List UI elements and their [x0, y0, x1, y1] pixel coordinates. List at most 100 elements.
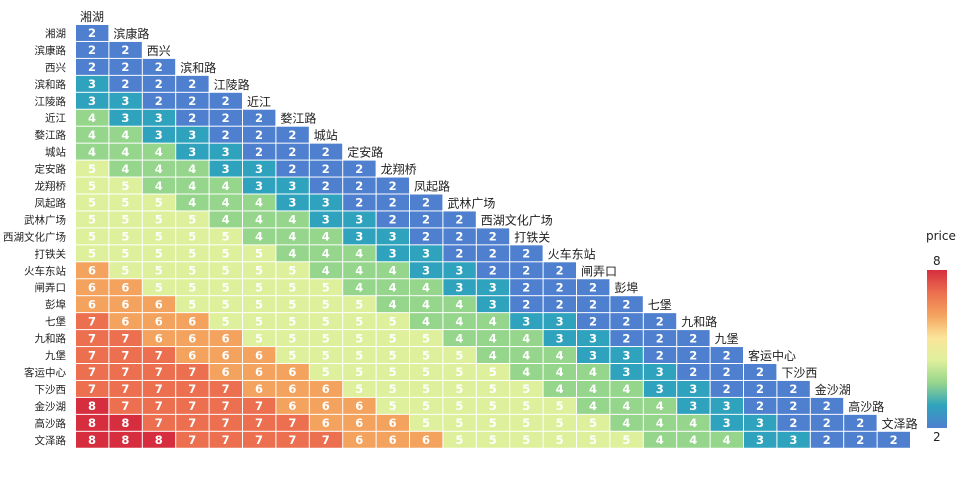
heatmap-cell [243, 109, 276, 126]
heatmap-cell [142, 126, 176, 143]
heatmap-cell [309, 414, 343, 431]
diagonal-label: 九和路 [681, 314, 717, 329]
cell-value: 5 [422, 416, 430, 430]
cell-value: 3 [155, 128, 163, 142]
cell-value: 4 [455, 314, 463, 328]
heatmap-cell [176, 211, 209, 228]
cell-value: 6 [88, 264, 96, 278]
cell-value: 5 [288, 280, 296, 294]
diagonal-label: 近江 [247, 95, 271, 109]
heatmap-cell [610, 313, 643, 330]
cell-value: 4 [522, 331, 530, 345]
cell-value: 5 [455, 365, 463, 379]
cell-value: 7 [155, 348, 163, 362]
cell-value: 7 [155, 416, 163, 430]
cell-value: 2 [389, 213, 397, 227]
cell-value: 2 [121, 77, 129, 91]
heatmap-cell [543, 364, 576, 380]
cell-value: 7 [121, 365, 129, 379]
heatmap-cell [610, 380, 643, 397]
diagonal-label: 闸弄口 [581, 264, 617, 278]
heatmap-cell [76, 126, 109, 143]
cell-value: 4 [422, 280, 430, 294]
cell-value: 5 [88, 196, 96, 210]
heatmap-cell [543, 347, 576, 363]
heatmap-cell [109, 279, 142, 296]
cell-value: 4 [355, 280, 363, 294]
heatmap-cell [309, 262, 343, 279]
heatmap-cell [476, 364, 510, 380]
heatmap-cell [510, 414, 543, 431]
cell-value: 5 [355, 365, 363, 379]
cell-value: 4 [121, 162, 129, 176]
heatmap-cell [510, 380, 543, 397]
heatmap-cell [243, 397, 276, 414]
cell-value: 2 [355, 196, 363, 210]
heatmap-cell [343, 364, 376, 380]
cell-value: 5 [389, 365, 397, 379]
heatmap-cell [176, 313, 209, 330]
heatmap-cell [276, 177, 309, 194]
heatmap-cell [109, 364, 142, 380]
row-label: 九堡 [45, 349, 66, 362]
cell-value: 5 [121, 213, 129, 227]
heatmap-cell [276, 347, 309, 363]
heatmap-cell [76, 431, 109, 448]
cell-value: 5 [255, 280, 263, 294]
heatmap-cell [276, 228, 309, 245]
heatmap-cell [577, 279, 610, 296]
cell-value: 6 [121, 297, 129, 311]
cell-value: 3 [556, 331, 564, 345]
heatmap-cell [109, 211, 142, 228]
heatmap-cell [209, 194, 242, 211]
cell-value: 5 [556, 416, 564, 430]
cell-value: 5 [155, 230, 163, 244]
cell-value: 3 [789, 433, 797, 447]
heatmap-cell [109, 41, 142, 58]
cell-value: 3 [88, 94, 96, 108]
heatmap-cell [76, 58, 109, 75]
cell-value: 4 [689, 416, 697, 430]
heatmap-cell [410, 228, 443, 245]
cell-value: 4 [188, 179, 196, 193]
legend-title: price [926, 229, 956, 243]
heatmap-cell [410, 397, 443, 414]
cell-value: 5 [188, 297, 196, 311]
heatmap-cell [142, 330, 176, 347]
cell-value: 4 [355, 264, 363, 278]
heatmap-cell [610, 431, 643, 448]
heatmap-cell [443, 397, 476, 414]
cell-value: 4 [288, 247, 296, 261]
cell-value: 5 [255, 331, 263, 345]
cell-value: 5 [355, 331, 363, 345]
heatmap-cell [176, 414, 209, 431]
row-label: 打铁关 [35, 247, 67, 260]
cell-value: 4 [622, 382, 630, 396]
heatmap-cell [476, 279, 510, 296]
cell-value: 4 [389, 280, 397, 294]
heatmap-cell [476, 380, 510, 397]
heatmap-cell [109, 330, 142, 347]
cell-value: 7 [121, 348, 129, 362]
cell-value: 5 [322, 297, 330, 311]
cell-value: 5 [622, 433, 630, 447]
heatmap-cell [443, 296, 476, 313]
heatmap-cell [376, 431, 409, 448]
heatmap-cell [142, 109, 176, 126]
cell-value: 2 [288, 145, 296, 159]
heatmap-cell [543, 330, 576, 347]
cell-value: 4 [522, 365, 530, 379]
cell-value: 3 [656, 382, 664, 396]
diagonal-label: 火车东站 [548, 246, 596, 261]
cell-value: 4 [455, 297, 463, 311]
cell-value: 4 [322, 230, 330, 244]
heatmap-cell [76, 160, 109, 177]
diagonal-label: 文泽路 [882, 416, 918, 431]
heatmap-cell [376, 330, 409, 347]
cell-value: 4 [255, 230, 263, 244]
cell-value: 5 [188, 213, 196, 227]
heatmap-cell [309, 143, 343, 160]
heatmap-cell [777, 431, 810, 448]
cell-value: 7 [88, 348, 96, 362]
cell-value: 5 [322, 331, 330, 345]
